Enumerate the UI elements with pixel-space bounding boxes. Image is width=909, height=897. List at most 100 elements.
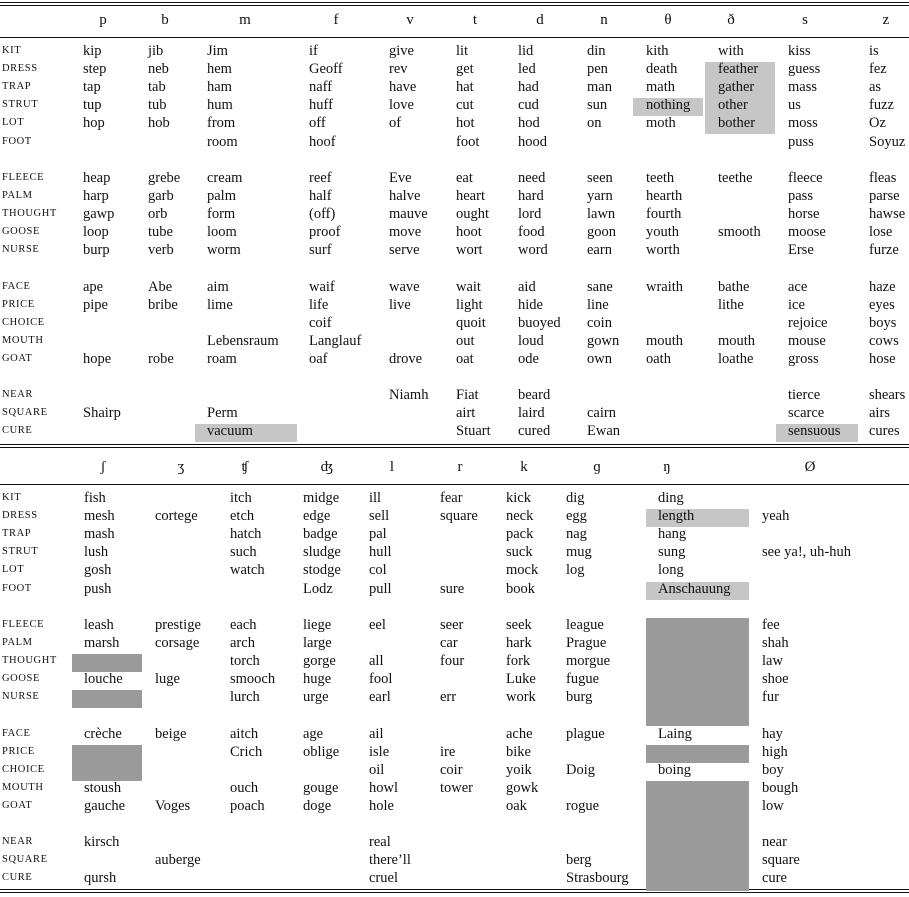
top-rule-2 xyxy=(0,5,909,6)
bottom-header-1: ʒ xyxy=(177,459,185,475)
bottom-cell: log xyxy=(566,562,585,579)
bottom-cell: yeah xyxy=(762,508,790,525)
bottom-cell: burg xyxy=(566,689,593,706)
bottom-row-label-kit: KIT xyxy=(2,492,22,503)
bottom-cell: oak xyxy=(506,797,527,814)
top-cell: quoit xyxy=(456,314,486,331)
top-cell: on xyxy=(587,115,602,132)
bottom-header-2: ʧ xyxy=(241,459,249,475)
bottom-cell: itch xyxy=(230,490,252,506)
top-cell: wave xyxy=(389,278,420,295)
top-cell: buoyed xyxy=(518,314,561,331)
top-cell: airt xyxy=(456,405,476,422)
top-cell: fourth xyxy=(646,206,682,222)
bottom-cell: sludge xyxy=(303,544,341,561)
top-cell: harp xyxy=(83,187,109,204)
bottom-row-label-nurse: NURSE xyxy=(2,691,40,703)
top-cell: had xyxy=(518,79,539,96)
top-cell: with xyxy=(718,43,744,59)
top-cell: foot xyxy=(456,133,480,150)
top-header-5: t xyxy=(472,12,478,28)
top-cell: kiss xyxy=(788,43,811,59)
top-cell: halve xyxy=(389,187,421,204)
bottom-cell: ache xyxy=(506,725,533,742)
top-cell: bathe xyxy=(718,278,750,295)
bottom-header-4: l xyxy=(389,459,395,475)
bottom-cell: torch xyxy=(230,653,260,669)
bottom-row-label-price: PRICE xyxy=(2,745,35,757)
top-cell: seen xyxy=(587,169,613,186)
highlight-anschauung xyxy=(646,581,749,600)
top-cell: cures xyxy=(869,423,900,440)
bottom-cell: morgue xyxy=(566,653,611,669)
bottom-cell: Voges xyxy=(155,797,191,814)
top-cell: cows xyxy=(869,332,899,349)
bottom-row-label-goat: GOAT xyxy=(2,799,33,811)
top-cell: drove xyxy=(389,350,423,367)
bottom-cell: poach xyxy=(230,797,265,814)
bottom-cell: see ya!, uh-huh xyxy=(762,544,851,561)
top-cell: orb xyxy=(148,206,168,222)
bottom-cell: gosh xyxy=(84,562,112,579)
top-cell: eat xyxy=(456,169,473,186)
bottom-cell: near xyxy=(762,834,787,851)
top-cell: cured xyxy=(518,423,551,440)
top-cell: light xyxy=(456,296,483,313)
top-cell: ought xyxy=(456,206,490,222)
blank-ng-mouth-cure xyxy=(646,780,749,891)
bottom-header-6: k xyxy=(520,459,528,475)
top-cell: hoot xyxy=(456,224,482,241)
bottom-cell: aitch xyxy=(230,725,259,742)
top-cell: teethe xyxy=(718,169,753,186)
bottom-cell: luge xyxy=(155,671,180,688)
top-row-label-fleece: FLEECE xyxy=(2,171,45,183)
top-cell: get xyxy=(456,61,474,78)
top-cell: form xyxy=(207,206,236,222)
bottom-cell: Crich xyxy=(230,743,263,760)
bottom-rule-1 xyxy=(0,889,909,890)
top-cell: worth xyxy=(646,242,680,259)
bottom-cell: all xyxy=(369,653,384,669)
top-cell: serve xyxy=(389,242,420,259)
top-cell: hawse xyxy=(869,206,906,222)
bottom-cell: fish xyxy=(84,490,106,506)
bottom-cell: auberge xyxy=(155,852,201,869)
bottom-cell: boing xyxy=(658,761,692,778)
bottom-cell: eel xyxy=(369,616,386,633)
bottom-cell: crèche xyxy=(84,725,122,742)
bottom-cell: col xyxy=(369,562,387,579)
top-cell: half xyxy=(309,187,332,204)
bottom-cell: length xyxy=(658,508,695,525)
bottom-cell: low xyxy=(762,797,784,814)
mid-rule-1 xyxy=(0,444,909,445)
top-cell: neb xyxy=(148,61,169,78)
bottom-cell: arch xyxy=(230,634,255,651)
top-cell: hum xyxy=(207,97,233,114)
top-cell: eyes xyxy=(869,296,895,313)
bottom-cell: fool xyxy=(369,671,393,688)
top-cell: ape xyxy=(83,278,104,295)
bottom-cell: there’ll xyxy=(369,852,411,869)
bottom-cell: egg xyxy=(566,508,587,525)
top-cell: cud xyxy=(518,97,539,114)
top-cell: is xyxy=(869,43,879,59)
top-cell: naff xyxy=(309,79,333,96)
bottom-cell: watch xyxy=(230,562,265,579)
top-cell: hope xyxy=(83,350,112,367)
top-cell: fez xyxy=(869,61,887,78)
bottom-cell: Lodz xyxy=(303,580,333,597)
top-cell: Soyuz xyxy=(869,133,906,150)
top-cell: oaf xyxy=(309,350,328,367)
top-cell: loom xyxy=(207,224,237,241)
bottom-cell: Doig xyxy=(566,761,595,778)
bottom-row-label-strut: STRUT xyxy=(2,546,39,558)
top-cell: verb xyxy=(148,242,174,259)
blank-ng-fleece-nurse xyxy=(646,617,749,726)
top-cell: tube xyxy=(148,224,173,241)
top-cell: hoof xyxy=(309,133,336,150)
top-cell: love xyxy=(389,97,414,114)
bottom-header-3: ʤ xyxy=(320,459,334,475)
top-row-label-choice: CHOICE xyxy=(2,316,45,328)
top-row-label-goose: GOOSE xyxy=(2,226,41,238)
